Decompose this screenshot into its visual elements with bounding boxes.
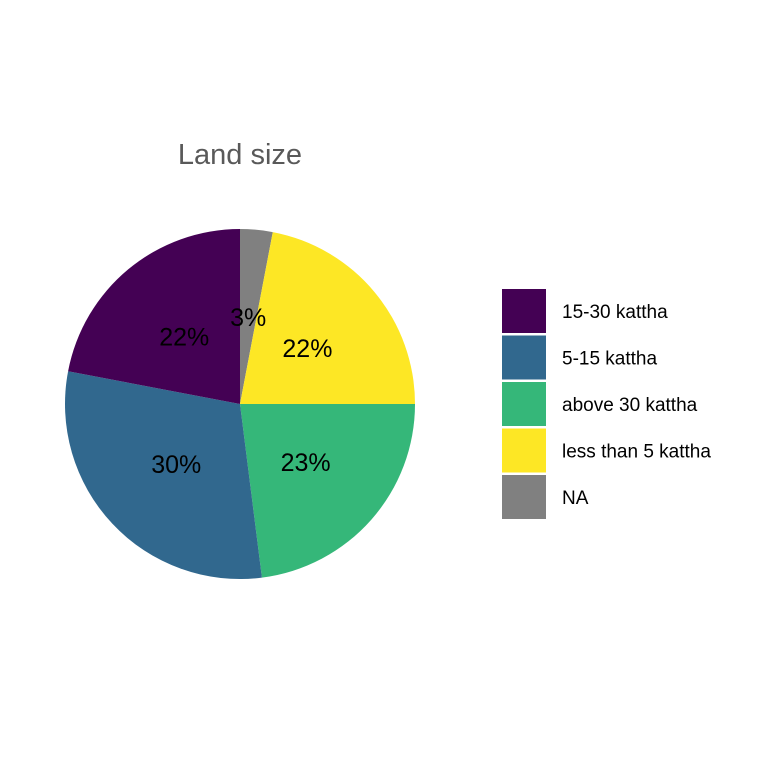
pie-slice-na [240,229,273,404]
legend-label-5-15-kattha: 5-15 kattha [562,349,657,370]
legend-swatch-less-than-5-kattha [502,428,546,473]
pie-slice-above-30-kattha [240,404,415,578]
pie-slice-5-15-kattha [65,371,262,579]
legend: 15-30 kattha 5-15 kattha above 30 kattha le… [502,289,711,519]
pie-slice-15-30-kattha [68,229,240,404]
legend-swatch-15-30-kattha [502,289,546,333]
slice-label-na: 3% [230,304,266,332]
pie-slices [65,229,415,579]
slice-label-above-30-kattha: 23% [281,449,331,477]
legend-label-less-than-5-kattha: less than 5 kattha [562,442,711,463]
slice-label-5-15-kattha: 30% [151,451,201,479]
legend-label-15-30-kattha: 15-30 kattha [562,302,668,323]
slice-label-15-30-kattha: 22% [159,324,209,352]
chart-title: Land size [178,139,302,171]
legend-swatch-above-30-kattha [502,382,546,426]
legend-label-above-30-kattha: above 30 kattha [562,395,698,416]
legend-swatch-5-15-kattha [502,335,546,380]
pie-slice-less-than-5-kattha [240,232,415,404]
legend-swatch-na [502,475,546,519]
slice-label-less-than-5-kattha: 22% [282,335,332,363]
pie-slice-labels: 3% 22% 23% 30% 22% [151,304,332,479]
legend-label-na: NA [562,488,589,509]
